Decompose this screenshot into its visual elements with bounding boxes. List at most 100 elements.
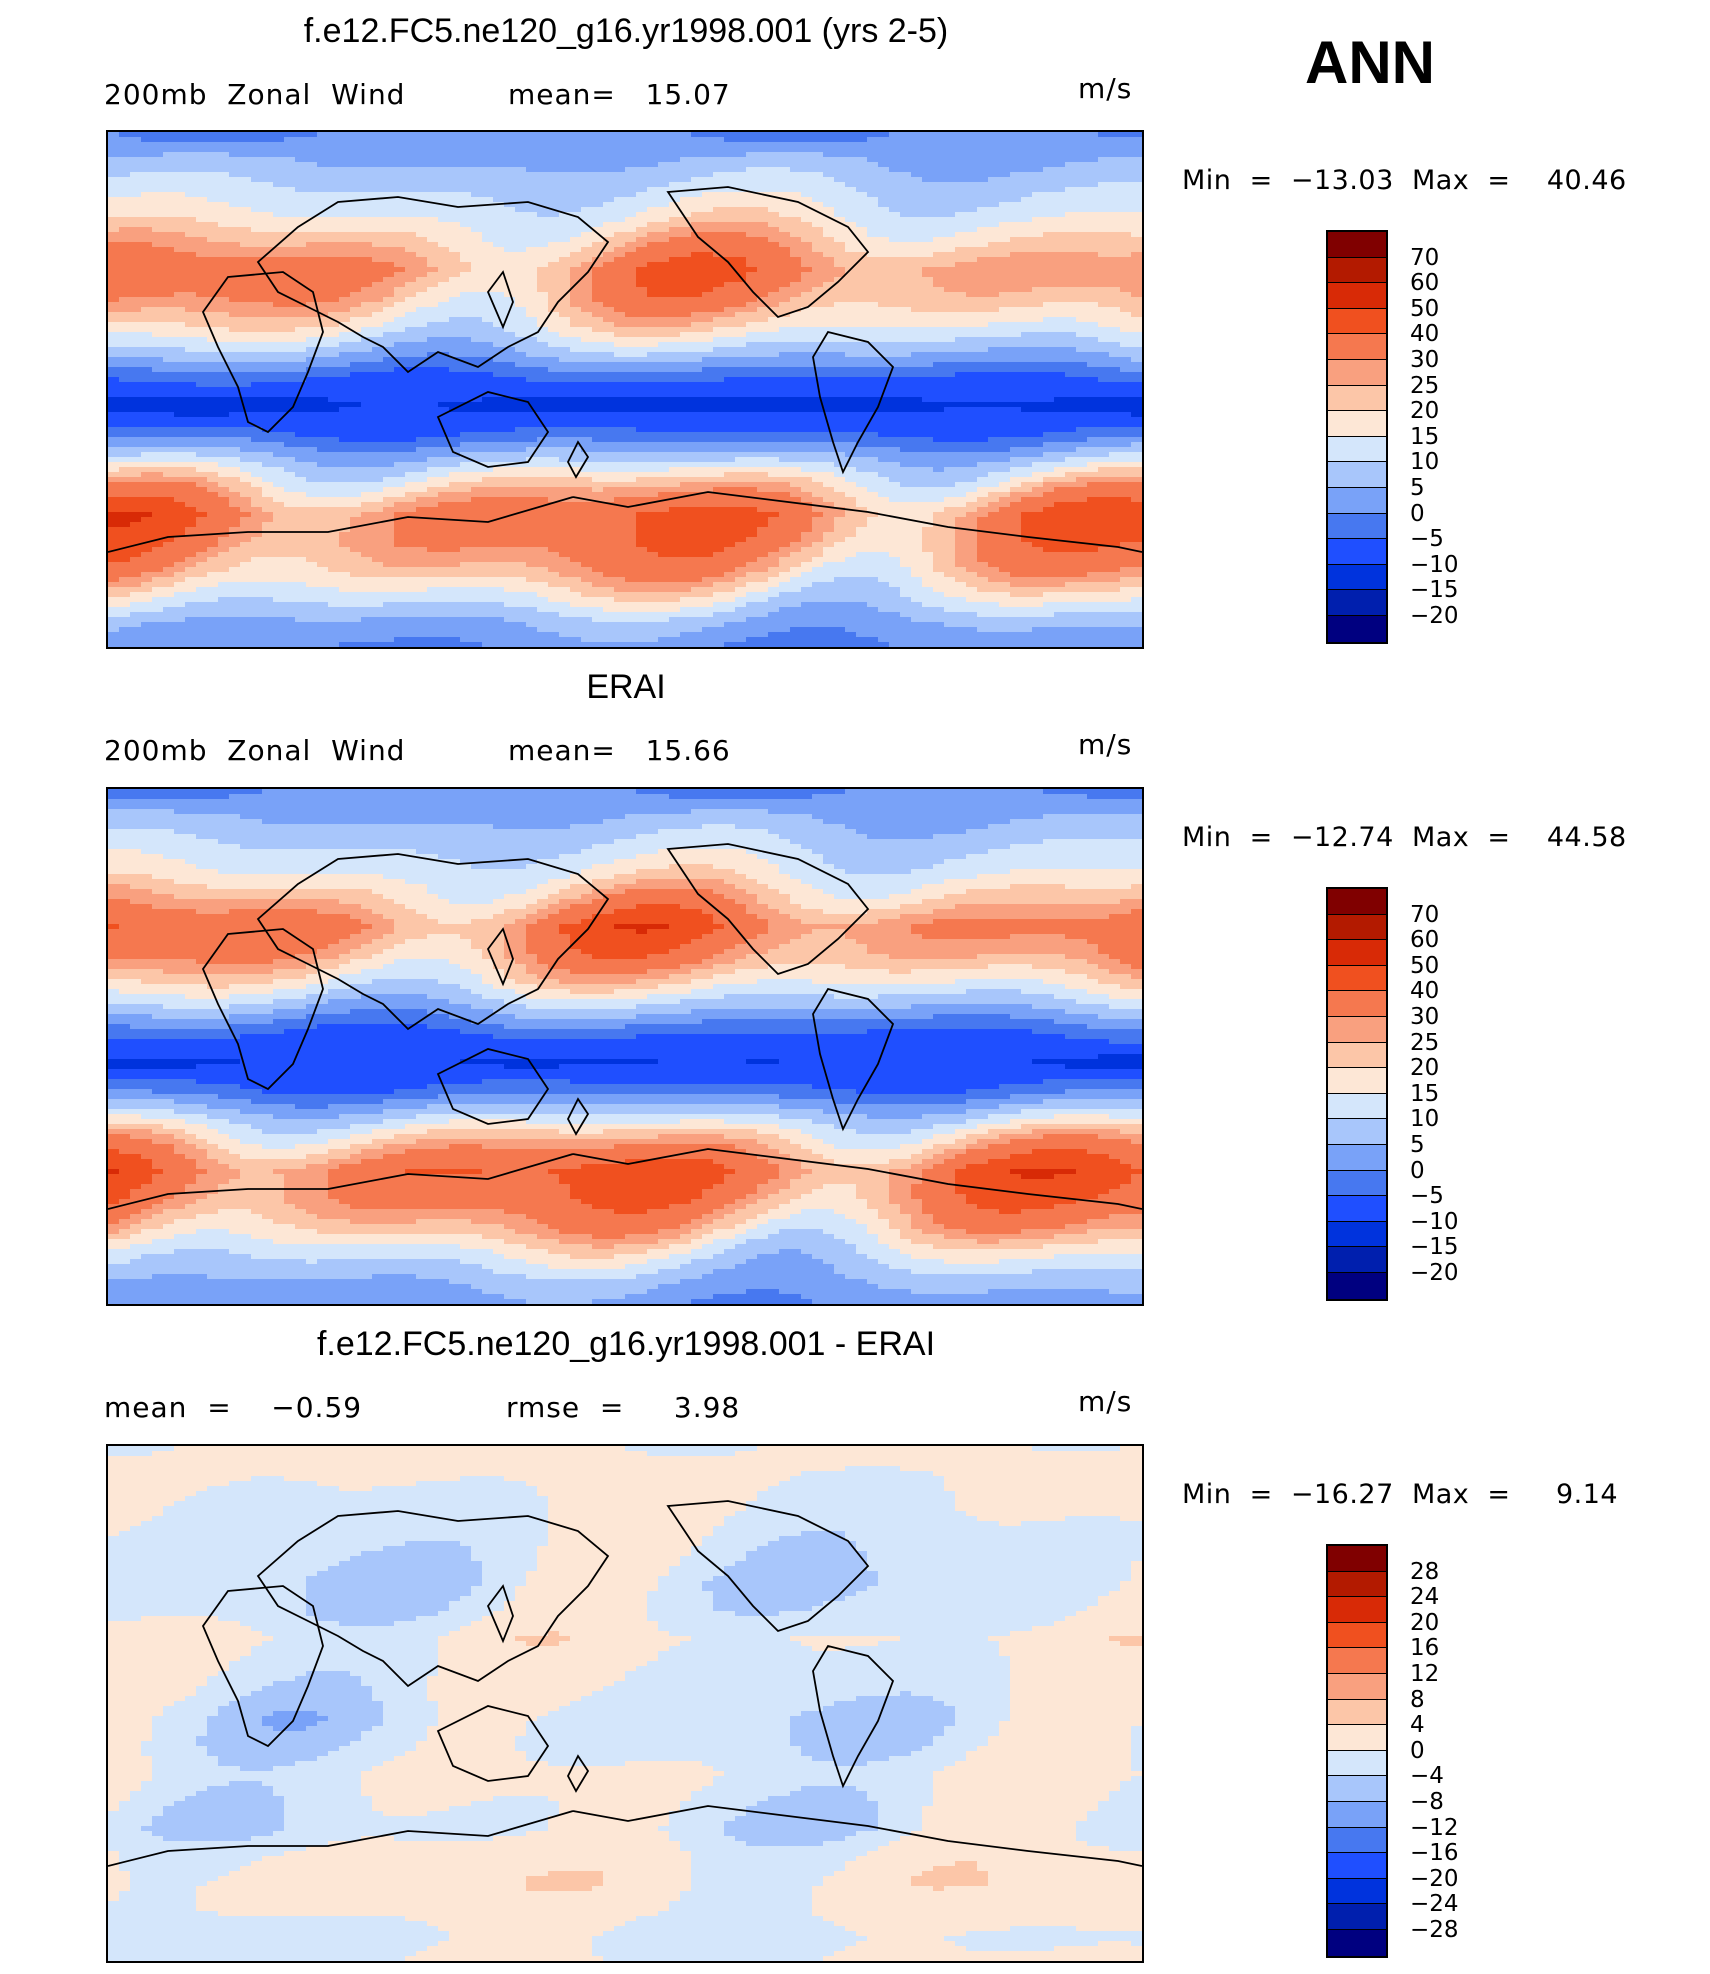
colorbar-box [1328,1170,1386,1197]
coastline [566,1754,590,1793]
colorbar-box [1328,1196,1386,1222]
colorbar-level-label: 50 [1410,297,1439,321]
colorbar-level-label: −20 [1410,605,1459,628]
colorbar-level-label: −10 [1410,553,1459,577]
coastline [666,186,870,319]
panel-3-mean: mean = −0.59 [104,1391,362,1424]
colorbar-level-label: 24 [1410,1586,1439,1609]
panel-3-units: m/s [1078,1385,1132,1418]
coastline [108,1810,574,1867]
coastline [812,987,895,1132]
colorbar-box [1328,257,1386,284]
colorbar-level-label: −15 [1410,1236,1459,1259]
coastline [436,1705,550,1782]
coastline [486,1584,514,1644]
colorbar-box [1328,1853,1386,1879]
colorbar-box [1328,1042,1386,1069]
colorbar-level-label: 20 [1410,1057,1439,1080]
coastline [572,1148,1142,1210]
colorbar-box [1328,462,1386,488]
coastline [666,1500,870,1633]
colorbar-box [1328,1571,1386,1598]
colorbar-level-label: −20 [1410,1867,1459,1891]
panel-2-title: ERAI [106,668,1146,707]
panel-2-minmax: Min = −12.74 Max = 44.58 [1182,822,1627,853]
colorbar-box [1328,1016,1386,1043]
colorbar-level-label: 70 [1410,246,1439,270]
colorbar-box [1328,1247,1386,1273]
colorbar-level-label: 50 [1410,954,1439,978]
colorbar-level-label: 20 [1410,1611,1439,1635]
colorbar-box [1328,1272,1386,1299]
coastline [812,330,895,475]
colorbar-box [1328,1597,1386,1623]
panel-1-units: m/s [1078,72,1132,105]
colorbar-level-label: 60 [1410,272,1439,295]
colorbar-box [1328,1801,1386,1828]
panel-1-mean: mean= 15.07 [508,78,731,111]
colorbar-box [1328,1648,1386,1674]
colorbar-level-label: −12 [1410,1816,1459,1840]
colorbar-level-label: 28 [1410,1560,1439,1584]
panel-3-title: f.e12.FC5.ne120_g16.yr1998.001 - ERAI [106,1325,1146,1364]
coastline [201,271,324,434]
coastline [201,1585,324,1748]
colorbar-box [1328,539,1386,565]
colorbar-box [1328,564,1386,591]
colorbar-level-label: 20 [1410,400,1439,423]
colorbar-box [1328,889,1386,915]
coastline [572,491,1142,553]
colorbar-box [1328,385,1386,412]
panel-2-units: m/s [1078,728,1132,761]
coastline [486,270,514,330]
colorbar-box [1328,590,1386,616]
colorbar-level-label: 40 [1410,323,1439,346]
colorbar-level-label: −4 [1410,1765,1444,1788]
colorbar-box [1328,487,1386,514]
colorbar-box [1328,359,1386,386]
colorbar-box [1328,1093,1386,1120]
coastline [572,1805,1142,1867]
colorbar-box [1328,308,1386,335]
panel-3-map [106,1444,1144,1963]
panel-1-map [106,130,1144,649]
panel-2-colorbar [1326,887,1388,1301]
colorbar-level-label: 15 [1410,1082,1439,1106]
coastline [486,927,514,987]
colorbar-box [1328,283,1386,309]
colorbar-level-label: 8 [1410,1688,1425,1712]
colorbar-box [1328,1144,1386,1171]
coastline [436,391,550,468]
panel-3-minmax: Min = −16.27 Max = 9.14 [1182,1479,1618,1510]
colorbar-level-label: 10 [1410,1108,1439,1131]
colorbar-box [1328,1750,1386,1777]
panel-2-field-label: 200mb Zonal Wind [104,734,405,767]
colorbar-level-label: 70 [1410,903,1439,927]
panel-1-minmax: Min = −13.03 Max = 40.46 [1182,165,1627,196]
colorbar-box [1328,940,1386,966]
coastline [108,1153,574,1210]
coastline [566,440,590,479]
panel-1-colorbar [1326,230,1388,644]
colorbar-level-label: 12 [1410,1663,1439,1686]
colorbar-box [1328,965,1386,992]
panel-3-colorbar [1326,1544,1388,1958]
colorbar-level-label: 25 [1410,1031,1439,1055]
coastline [566,1097,590,1136]
colorbar-level-label: −10 [1410,1210,1459,1234]
colorbar-box [1328,1725,1386,1751]
panel-2-map [106,787,1144,1306]
colorbar-box [1328,1878,1386,1905]
colorbar-level-label: 60 [1410,929,1439,952]
colorbar-level-label: 15 [1410,425,1439,449]
colorbar-level-label: −20 [1410,1262,1459,1285]
colorbar-level-label: 0 [1410,1739,1425,1763]
colorbar-box [1328,411,1386,437]
colorbar-box [1328,1221,1386,1248]
colorbar-box [1328,1929,1386,1956]
colorbar-box [1328,1673,1386,1700]
colorbar-box [1328,232,1386,258]
coastline [436,1048,550,1125]
panel-3-rmse: rmse = 3.98 [506,1391,740,1424]
colorbar-level-label: 30 [1410,349,1439,372]
